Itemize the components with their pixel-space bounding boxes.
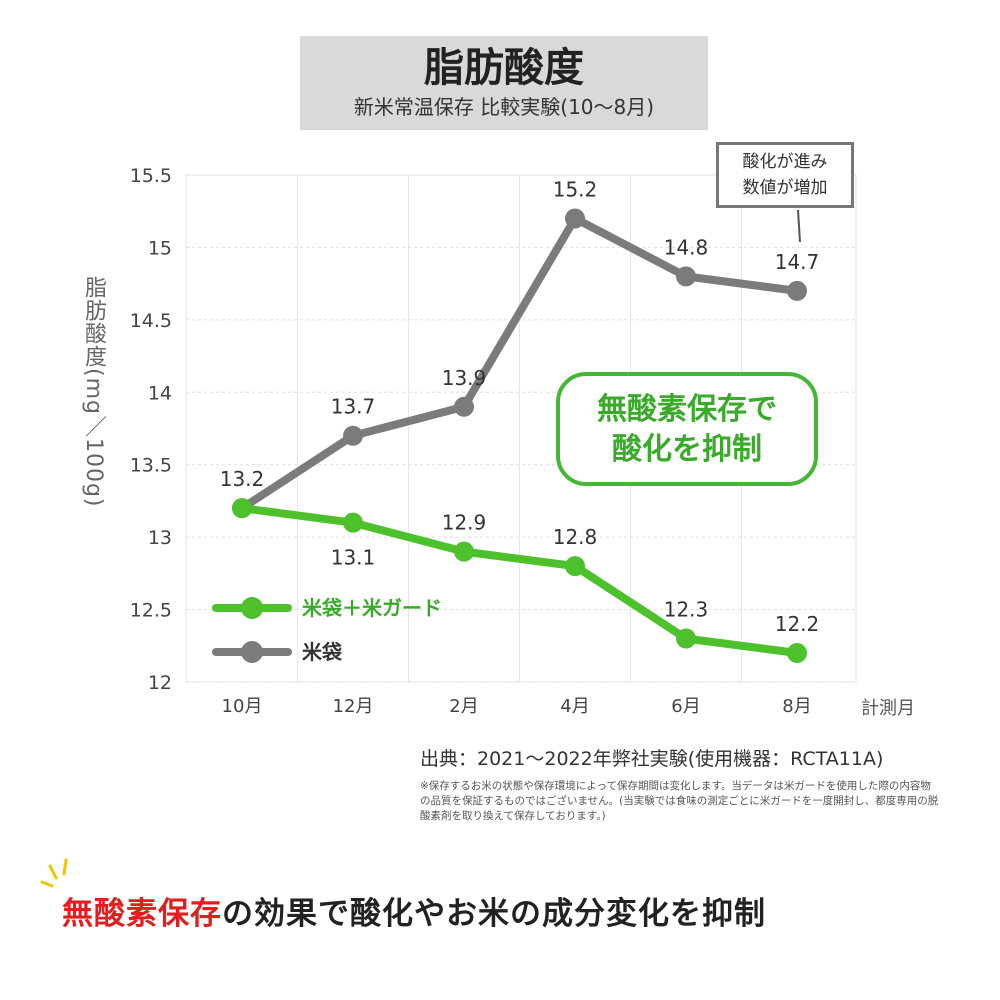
data-label: 13.1 — [331, 546, 376, 570]
y-tick-label: 14.5 — [130, 310, 172, 332]
source-text: 出典：2021～2022年弊社実験(使用機器：RCTA11A) — [420, 748, 884, 770]
increase-callout-line2: 数値が増加 — [742, 178, 828, 198]
y-tick-label: 13 — [148, 527, 172, 549]
data-point — [232, 498, 252, 519]
data-point — [565, 208, 585, 229]
title-box: 脂肪酸度 新米常温保存 比較実験(10～8月) — [300, 36, 708, 130]
data-point — [343, 512, 363, 533]
x-tick-label: 8月 — [782, 696, 811, 717]
series-line — [238, 504, 801, 658]
tagline-rest: の効果で酸化やお米の成分変化を抑制 — [222, 896, 766, 932]
data-point — [565, 556, 585, 577]
data-point — [454, 396, 474, 417]
plot-area — [185, 174, 857, 683]
axis-layer: 12 12.5 13 13.5 14 14.5 15 15.5 10月 12月 2月 4月 6月 8月 計測… — [130, 165, 915, 719]
data-point — [676, 266, 696, 287]
tagline: 無酸素保存の効果で酸化やお米の成分変化を抑制 — [62, 888, 766, 933]
x-tick-label: 12月 — [333, 696, 374, 717]
data-point — [787, 643, 807, 664]
x-tick-label: 4月 — [560, 696, 589, 717]
effect-callout-line2: 酸化を抑制 — [612, 432, 762, 467]
legend-label: 米袋 — [302, 640, 343, 664]
y-tick-label: 12 — [148, 672, 172, 694]
effect-callout-line1: 無酸素保存で — [597, 392, 777, 427]
legend-marker — [241, 597, 263, 619]
chart-title: 脂肪酸度 — [424, 45, 584, 91]
callout-pointer — [797, 209, 801, 243]
increase-callout: 酸化が進み 数値が増加 — [716, 142, 854, 208]
x-tick-label: 2月 — [449, 696, 478, 717]
data-label: 15.2 — [553, 177, 598, 201]
series-line — [238, 214, 801, 513]
y-axis-label: 脂肪酸度(mg／100g) — [81, 276, 106, 508]
data-label: 14.7 — [775, 250, 820, 274]
spark-icon — [40, 858, 68, 888]
effect-callout: 無酸素保存で 酸化を抑制 — [556, 372, 818, 486]
data-label: 12.2 — [775, 612, 820, 636]
data-label: 13.7 — [331, 395, 376, 419]
legend-marker — [241, 641, 263, 663]
y-tick-label: 15 — [148, 237, 172, 259]
data-label: 12.9 — [442, 511, 487, 535]
data-point — [343, 425, 363, 446]
data-label: 13.9 — [442, 366, 487, 390]
chart-subtitle: 新米常温保存 比較実験(10～8月) — [353, 95, 655, 119]
increase-callout-line1: 酸化が進み — [742, 152, 828, 172]
data-point — [454, 541, 474, 562]
x-tick-label: 10月 — [222, 696, 263, 717]
data-point — [787, 280, 807, 301]
series-layer — [232, 208, 807, 664]
data-label: 12.8 — [553, 525, 598, 549]
data-label: 12.3 — [664, 598, 709, 622]
x-axis-label: 計測月 — [861, 698, 915, 719]
label-layer: 13.2 13.7 13.9 15.2 14.8 14.7 13.1 12.9 12.8 12.3… — [220, 177, 820, 636]
y-tick-label: 13.5 — [130, 455, 172, 477]
disclaimer-note: ※保存するお米の状態や保存環境によって保存期間は変化します。当データは米ガードを… — [420, 780, 939, 822]
data-label: 14.8 — [664, 235, 709, 259]
y-tick-label: 15.5 — [130, 165, 172, 187]
y-tick-label: 12.5 — [130, 600, 172, 622]
tagline-highlight: 無酸素保存 — [62, 896, 222, 932]
y-tick-label: 14 — [148, 382, 172, 404]
x-tick-label: 6月 — [671, 696, 700, 717]
data-label: 13.2 — [220, 467, 265, 491]
legend-label: 米袋＋米ガード — [302, 596, 442, 620]
data-point — [676, 628, 696, 649]
